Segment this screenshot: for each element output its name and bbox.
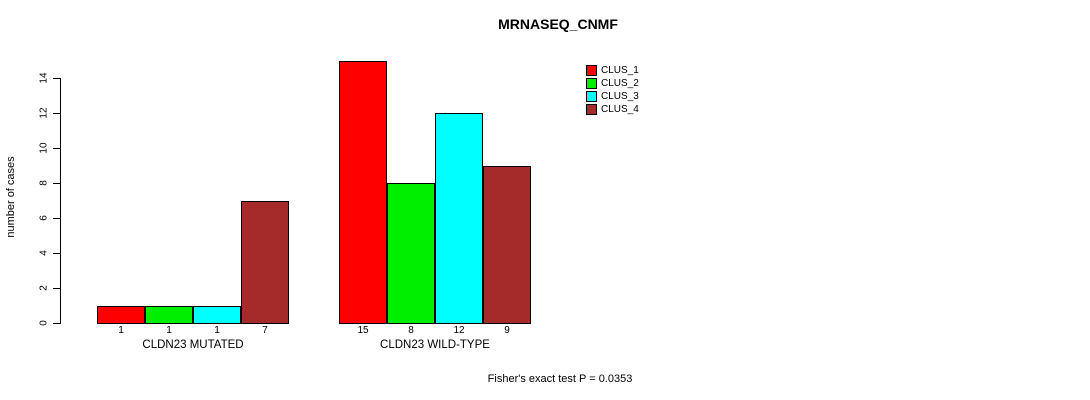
- y-tick-label: 2: [38, 285, 50, 291]
- legend-item: CLUS_1: [586, 64, 639, 77]
- bar-value-label: 8: [408, 325, 414, 336]
- bar: [483, 165, 531, 324]
- bar: [145, 305, 193, 324]
- legend: CLUS_1 CLUS_2 CLUS_3 CLUS_4: [586, 64, 639, 116]
- y-tick-label: 10: [38, 142, 50, 154]
- group-label: CLDN23 WILD-TYPE: [380, 339, 490, 351]
- bar: [435, 113, 483, 324]
- bar-value-label: 7: [262, 325, 268, 336]
- legend-swatch: [586, 65, 597, 76]
- y-tick-mark: [53, 113, 60, 114]
- y-tick-label: 12: [38, 107, 50, 119]
- legend-item: CLUS_2: [586, 77, 639, 90]
- legend-swatch: [586, 91, 597, 102]
- chart-title: MRNASEQ_CNMF: [498, 16, 618, 32]
- legend-swatch: [586, 104, 597, 115]
- bar-value-label: 1: [214, 325, 220, 336]
- y-tick-mark: [53, 218, 60, 219]
- legend-swatch: [586, 78, 597, 89]
- legend-item: CLUS_4: [586, 103, 639, 116]
- y-tick-label: 6: [38, 215, 50, 221]
- y-tick-label: 8: [38, 180, 50, 186]
- y-tick-mark: [53, 183, 60, 184]
- legend-label: CLUS_1: [601, 65, 639, 76]
- y-tick-label: 4: [38, 250, 50, 256]
- bar: [241, 200, 289, 324]
- y-tick-mark: [53, 78, 60, 79]
- bar-value-label: 1: [118, 325, 124, 336]
- y-tick-label: 0: [38, 320, 50, 326]
- bar: [339, 60, 387, 324]
- y-tick-label: 14: [38, 72, 50, 84]
- bar: [387, 183, 435, 324]
- bar-value-label: 15: [357, 325, 369, 336]
- footnote-fisher-test: Fisher's exact test P = 0.0353: [487, 373, 633, 385]
- y-tick-mark: [53, 253, 60, 254]
- y-tick-mark: [53, 323, 60, 324]
- legend-label: CLUS_2: [601, 78, 639, 89]
- bar: [193, 305, 241, 324]
- y-axis-line: [60, 78, 61, 324]
- y-tick-mark: [53, 288, 60, 289]
- legend-label: CLUS_4: [601, 104, 639, 115]
- legend-item: CLUS_3: [586, 90, 639, 103]
- group-label: CLDN23 MUTATED: [142, 339, 244, 351]
- bar-value-label: 12: [453, 325, 465, 336]
- y-tick-mark: [53, 148, 60, 149]
- bar-value-label: 1: [166, 325, 172, 336]
- bar: [97, 305, 145, 324]
- legend-label: CLUS_3: [601, 91, 639, 102]
- y-axis-label: number of cases: [5, 156, 17, 238]
- bar-value-label: 9: [504, 325, 510, 336]
